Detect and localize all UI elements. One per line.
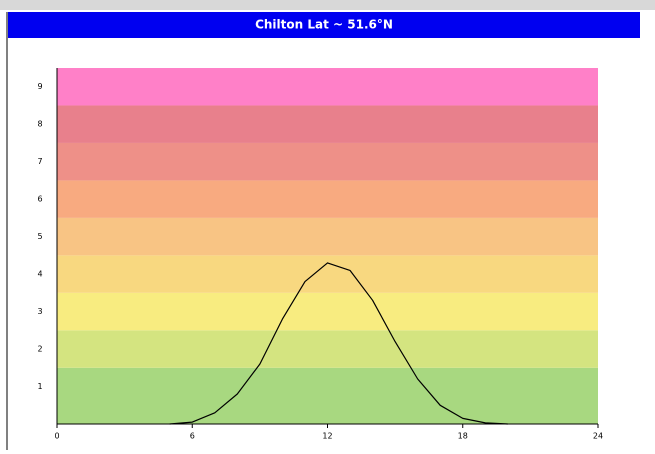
x-tick-label: 0 <box>54 432 59 441</box>
band <box>57 180 598 218</box>
x-tick-label: 24 <box>593 432 603 441</box>
band <box>57 255 598 293</box>
band <box>57 217 598 256</box>
band <box>57 292 598 331</box>
y-tick-label: 9 <box>37 82 42 91</box>
series-line <box>169 262 508 425</box>
plot <box>169 262 508 425</box>
y-tick-label: 1 <box>37 382 42 391</box>
top-strip <box>0 0 655 10</box>
band <box>57 105 598 143</box>
y-tick-label: 5 <box>37 232 42 241</box>
y-tick-label: 3 <box>37 307 42 316</box>
y-tick-label: 4 <box>37 270 42 279</box>
chart-title: Chilton Lat ~ 51.6°N <box>255 18 393 32</box>
bands <box>57 68 598 424</box>
title-bar <box>8 12 640 38</box>
x-tick-label: 6 <box>190 432 195 441</box>
x-tick-label: 12 <box>322 432 332 441</box>
y-tick-label: 7 <box>37 157 42 166</box>
band <box>57 330 598 368</box>
x-tick-label: 18 <box>458 432 468 441</box>
band <box>57 367 598 424</box>
y-tick-label: 6 <box>37 195 42 204</box>
y-tick-label: 8 <box>37 120 42 129</box>
band <box>57 68 598 106</box>
band <box>57 142 598 181</box>
y-tick-label: 2 <box>37 345 42 354</box>
